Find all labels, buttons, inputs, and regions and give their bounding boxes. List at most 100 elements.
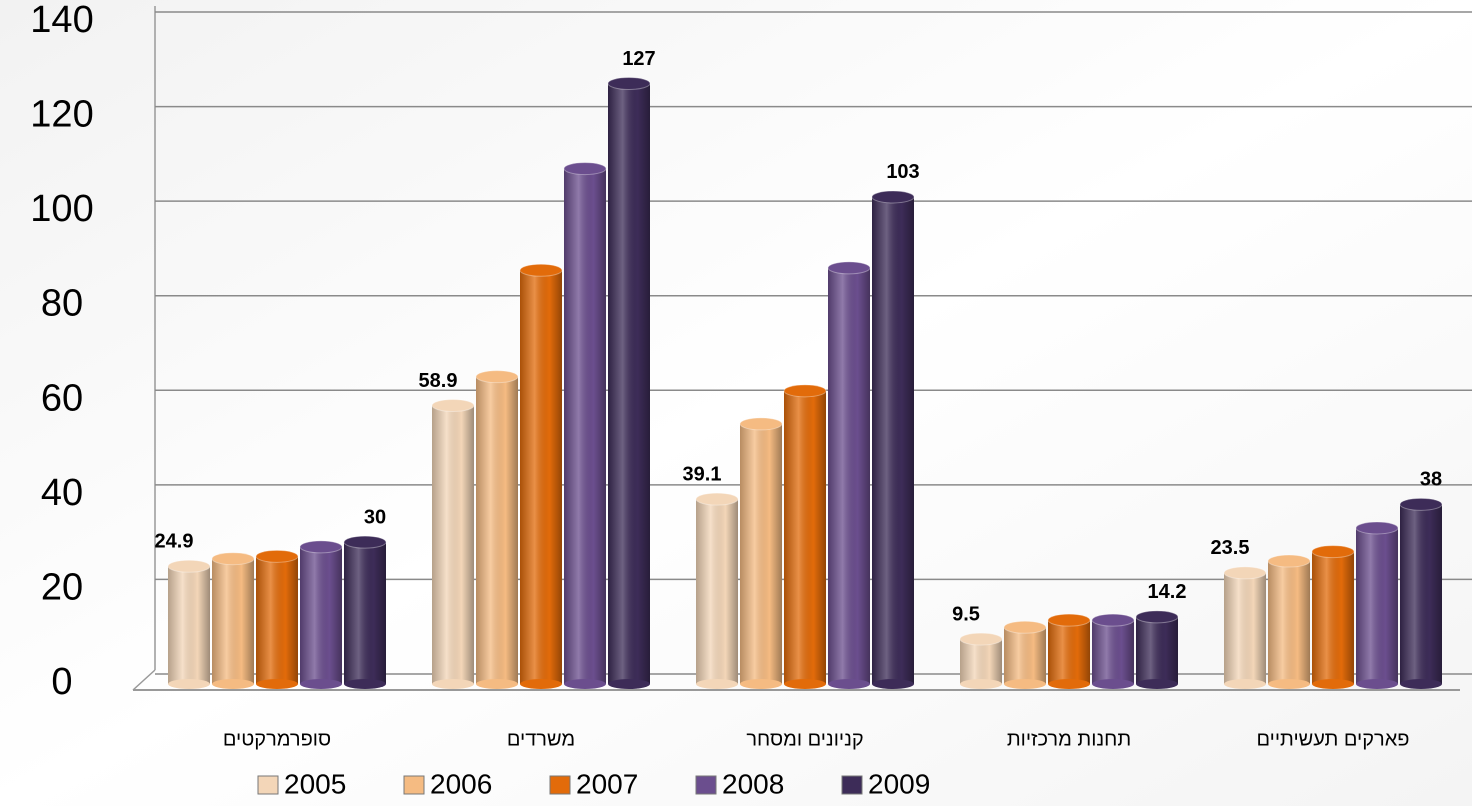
bar-base (1312, 679, 1354, 689)
bar-shade (608, 83, 650, 684)
legend-label: 2007 (576, 768, 638, 799)
bar-shade (1004, 627, 1046, 684)
bar-base (1092, 679, 1134, 689)
data-label: 14.2 (1148, 581, 1187, 603)
bar-base (300, 679, 342, 689)
y-tick-label: 20 (41, 566, 83, 608)
bar-top (1355, 521, 1399, 535)
bar-top (827, 261, 871, 275)
bar-top (519, 263, 563, 277)
data-label: 58.9 (419, 370, 458, 392)
bar-shade (1224, 572, 1266, 684)
y-tick-label: 60 (41, 377, 83, 419)
bar-shade (872, 196, 914, 684)
x-tick-label: משרדים (507, 728, 575, 750)
data-label: 24.9 (155, 531, 194, 553)
data-label: 23.5 (1211, 537, 1250, 559)
bar-top (1311, 545, 1355, 559)
legend-label: 2008 (722, 768, 784, 799)
legend-swatch (403, 775, 425, 795)
bar-top (1267, 554, 1311, 568)
bar-top (167, 559, 211, 573)
bar-top (1135, 610, 1179, 624)
bar-base (1400, 679, 1442, 689)
y-tick-label: 100 (30, 188, 93, 230)
data-label: 30 (364, 506, 386, 528)
bar-base (608, 679, 650, 689)
bar-base (564, 679, 606, 689)
bar-base (212, 679, 254, 689)
bar-top (1047, 613, 1091, 627)
bar-top (211, 552, 255, 566)
bar-shade (168, 566, 210, 684)
bar-top (607, 76, 651, 90)
bar-base (344, 679, 386, 689)
bar-top (959, 632, 1003, 646)
bar-shade (740, 423, 782, 684)
x-tick-label: תחנות מרכזיות (1007, 728, 1131, 750)
bar-top (343, 535, 387, 549)
bar-base (1268, 679, 1310, 689)
bar-shade (1356, 527, 1398, 684)
bar-shade (1092, 620, 1134, 684)
data-label: 9.5 (952, 603, 980, 625)
x-tick-label: קניונים ומסחר (746, 728, 863, 750)
bar-top (739, 417, 783, 431)
bar-shade (344, 542, 386, 684)
bar-top (563, 162, 607, 176)
bar-shade (256, 556, 298, 684)
bar-shade (784, 390, 826, 684)
bar-top (871, 190, 915, 204)
legend-label: 2005 (284, 768, 346, 799)
bar-shade (476, 376, 518, 684)
bar-shade (1048, 620, 1090, 684)
bar-shade (828, 267, 870, 684)
bar-base (1136, 679, 1178, 689)
bar-base (1048, 679, 1090, 689)
y-tick-label: 120 (30, 94, 93, 136)
bar-base (696, 679, 738, 689)
y-tick-label: 40 (41, 472, 83, 514)
legend-label: 2006 (430, 768, 492, 799)
bar-base (1356, 679, 1398, 689)
bar-top (255, 549, 299, 563)
bar-top (695, 492, 739, 506)
bar-shade (1400, 504, 1442, 684)
bar-base (432, 679, 474, 689)
bar-top (1003, 620, 1047, 634)
y-tick-label: 140 (30, 0, 93, 41)
bar-shade (520, 270, 562, 684)
bar-base (1224, 679, 1266, 689)
bar-top (1223, 566, 1267, 580)
bar-base (1004, 679, 1046, 689)
bar-top (1091, 613, 1135, 627)
data-label: 39.1 (683, 463, 722, 485)
data-label: 127 (622, 48, 655, 70)
y-tick-label: 0 (51, 661, 72, 703)
bar-base (476, 679, 518, 689)
data-label: 38 (1420, 469, 1442, 491)
floor-edge (132, 669, 156, 691)
legend-label: 2009 (868, 768, 930, 799)
x-tick-label: פארקים תעשיתיים (1257, 728, 1410, 750)
bar-top (475, 370, 519, 384)
bar-shade (1268, 561, 1310, 684)
bar-shade (212, 558, 254, 684)
bar-top (783, 384, 827, 398)
bar-base (828, 679, 870, 689)
bar-base (256, 679, 298, 689)
bar-shade (696, 499, 738, 684)
bar-top (431, 398, 475, 412)
legend-swatch (841, 775, 863, 795)
bar-base (960, 679, 1002, 689)
legend-swatch (549, 775, 571, 795)
bar-shade (1136, 616, 1178, 684)
data-label: 103 (886, 161, 919, 183)
bar-base (784, 679, 826, 689)
bar-shade (432, 405, 474, 684)
legend-swatch (257, 775, 279, 795)
bar-base (168, 679, 210, 689)
bar-top (1399, 497, 1443, 511)
bar-base (520, 679, 562, 689)
